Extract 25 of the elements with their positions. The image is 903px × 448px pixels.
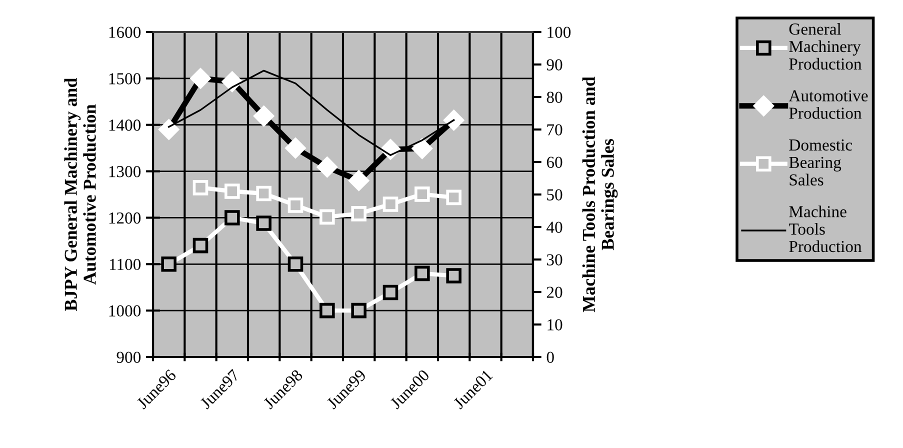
y-tick-label: 1400 [109, 120, 141, 131]
y-tick-label: 1200 [109, 212, 141, 224]
legend-label: Machine Tools Production [788, 206, 862, 252]
y2-tick-label: 50 [547, 189, 562, 200]
y2-tick-label: 0 [546, 352, 554, 363]
y-tick-label: 1300 [109, 166, 141, 178]
legend-label: Domestic Bearing Sales [789, 139, 852, 186]
y-tick-label: 1000 [109, 305, 141, 317]
y-tick-label: 900 [116, 352, 141, 363]
y-axis-title: BJPY General Machinery and Automotive Production [64, 78, 96, 311]
legend-label: Automotive Production [788, 90, 868, 119]
y2-tick-label: 80 [546, 92, 562, 103]
y-tick-label: 1500 [109, 73, 141, 84]
y2-tick-label: 30 [546, 254, 562, 266]
y-tick-label: 1600 [109, 26, 141, 38]
y2-tick-label: 10 [548, 319, 562, 330]
y2-tick-label: 40 [546, 222, 562, 233]
y-tick-label: 1100 [110, 258, 141, 270]
y2-tick-label: 60 [546, 156, 562, 168]
y2-tick-label: 100 [548, 26, 571, 38]
y2-tick-label: 90 [546, 59, 562, 70]
y2-tick-label: 20 [546, 286, 562, 298]
y2-tick-label: 70 [547, 124, 562, 136]
legend-label: General Machinery Production [789, 23, 862, 70]
y2-axis-title: Machine Tools Production and Bearings Sales [582, 76, 618, 312]
